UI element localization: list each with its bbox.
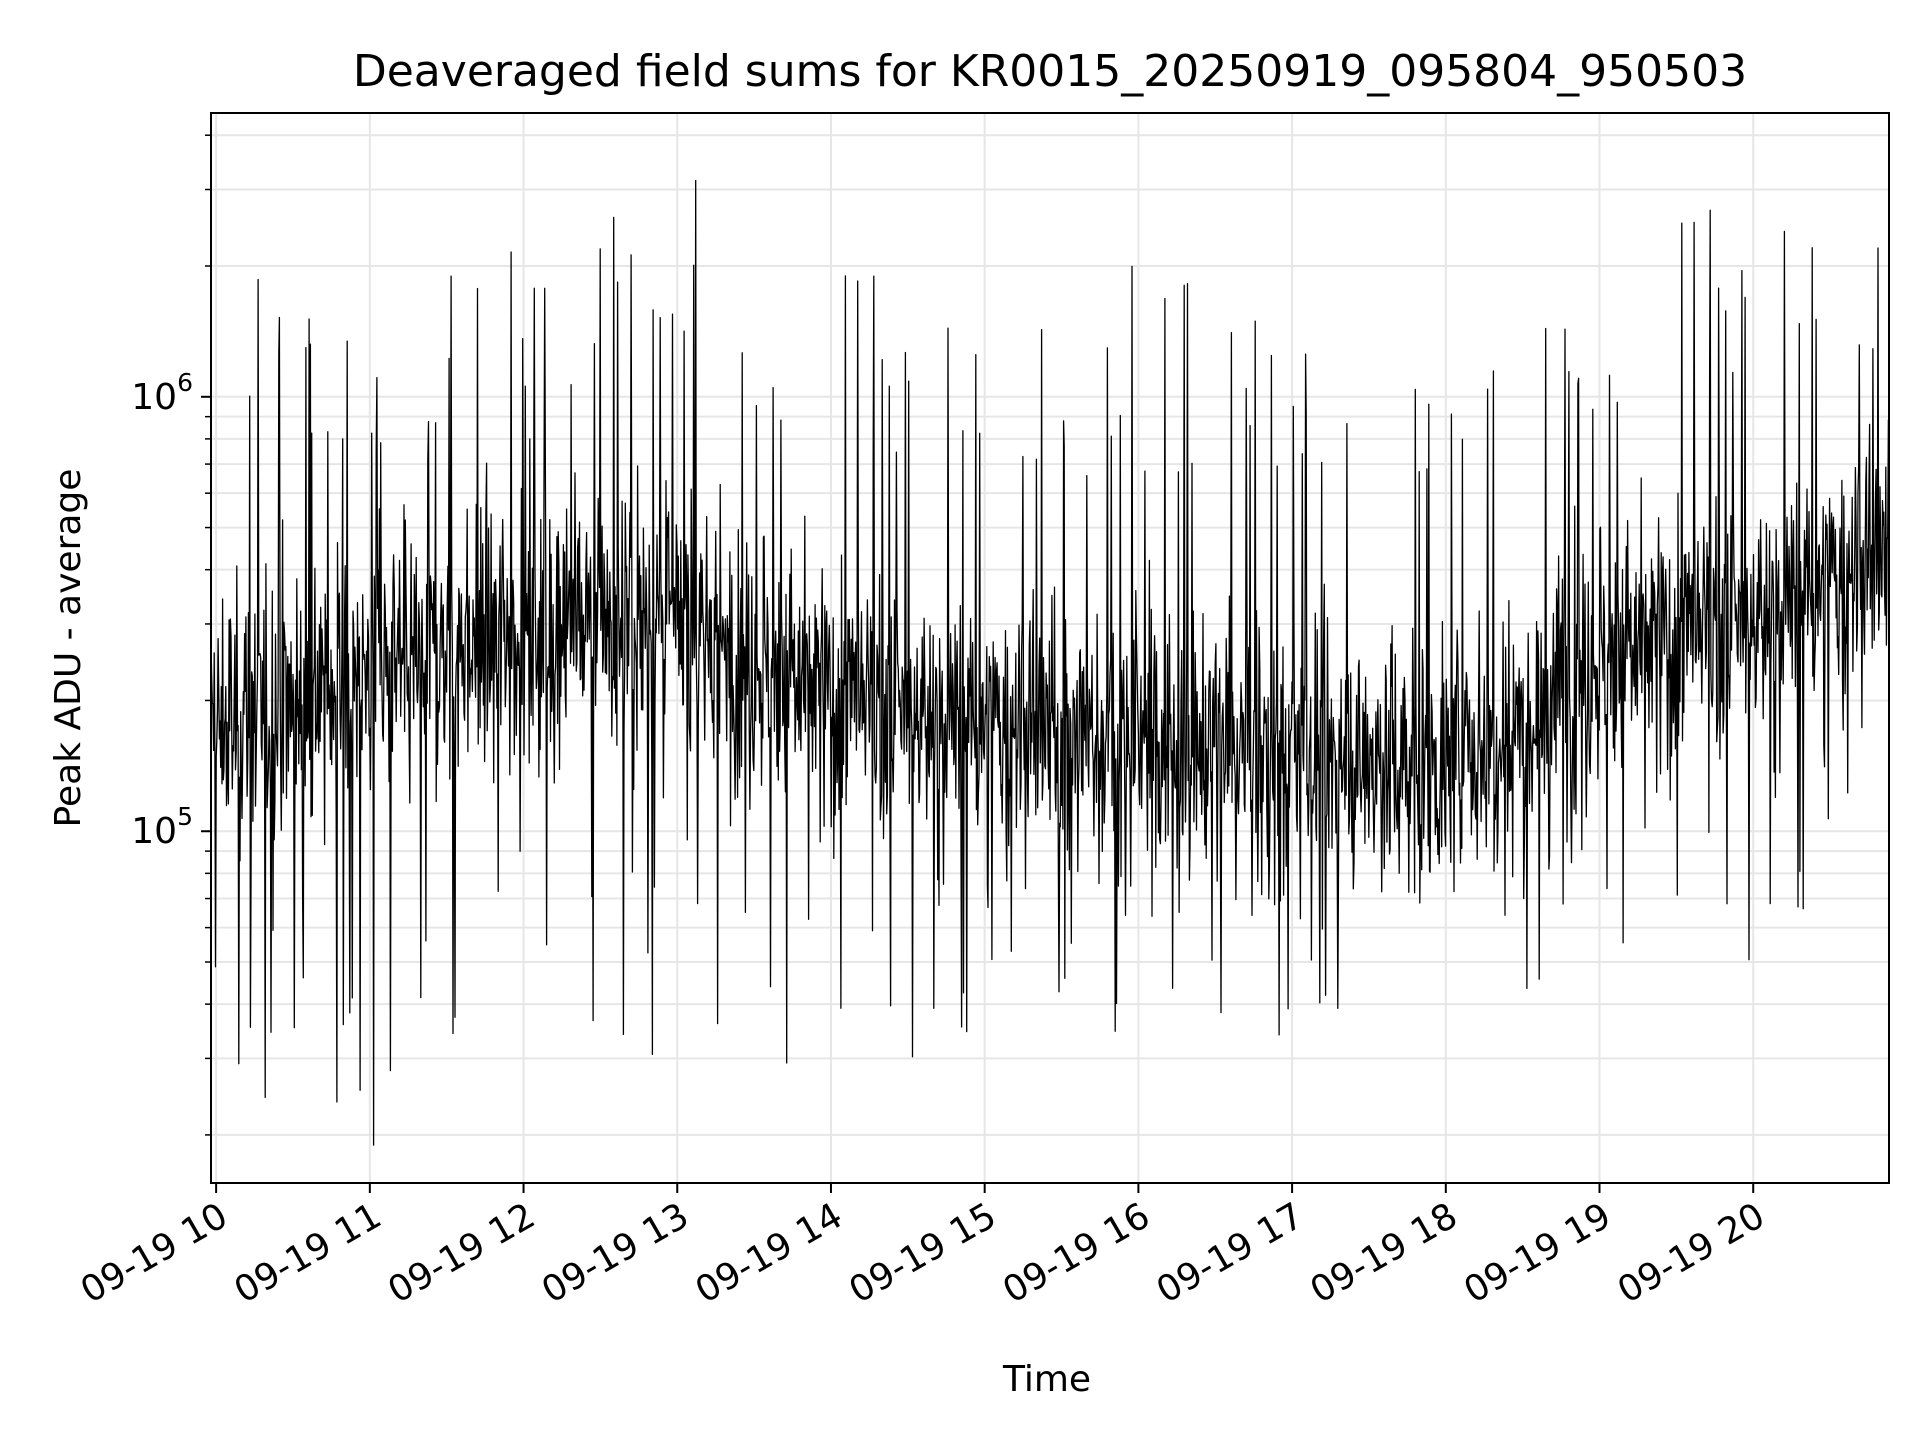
- series-trace: [210, 179, 1890, 1146]
- x-axis-label: Time: [1002, 1359, 1091, 1400]
- series-line: [210, 179, 1890, 1146]
- y-tick-label: 106: [131, 368, 193, 418]
- y-tick-exponent: 5: [177, 802, 193, 831]
- y-tick-base: 10: [131, 377, 177, 418]
- plot-frame: [210, 112, 1890, 1184]
- y-tick-label: 105: [131, 802, 193, 852]
- y-tick-base: 10: [131, 811, 177, 852]
- chart-title: Deaveraged field sums for KR0015_2025091…: [353, 46, 1747, 97]
- y-axis-label: Peak ADU - average: [48, 469, 89, 828]
- y-tick-exponent: 6: [177, 368, 193, 397]
